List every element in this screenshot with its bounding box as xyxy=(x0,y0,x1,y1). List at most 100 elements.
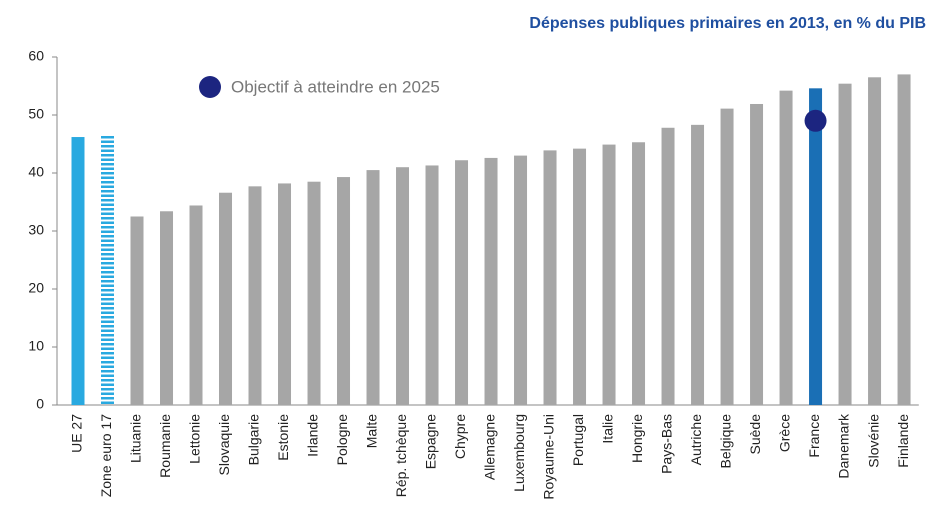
bar-stripe xyxy=(101,320,115,323)
bar-stripe xyxy=(101,370,115,373)
y-tick-label: 50 xyxy=(28,106,44,122)
bar-stripe xyxy=(101,253,115,256)
x-tick-label: Italie xyxy=(600,414,616,444)
bar-stripe xyxy=(101,271,115,274)
bar-stripe xyxy=(101,397,115,400)
bar xyxy=(337,177,351,405)
bar xyxy=(101,136,115,404)
bar-stripe xyxy=(101,257,115,260)
bar xyxy=(632,142,646,405)
bar-stripe xyxy=(101,361,115,364)
bar xyxy=(868,77,882,406)
bar-stripe xyxy=(101,307,115,310)
bar xyxy=(750,103,764,405)
x-tick-label: Danemark xyxy=(836,413,852,479)
x-tick-label: Royaume-Uni xyxy=(541,414,557,500)
x-tick-label: Slovaquie xyxy=(216,414,232,476)
x-tick-label: Estonie xyxy=(275,414,291,461)
bar-stripe xyxy=(101,154,115,157)
bar-stripe xyxy=(101,230,115,233)
bar-stripe xyxy=(101,325,115,328)
bar-stripe xyxy=(101,208,115,211)
bar-stripe xyxy=(101,190,115,193)
bar xyxy=(691,124,705,406)
bar xyxy=(484,157,498,405)
bar-stripe xyxy=(101,181,115,184)
bar xyxy=(160,211,174,405)
legend-text: Objectif à atteindre en 2025 xyxy=(231,77,440,96)
x-tick-label: Hongrie xyxy=(629,414,645,463)
bar xyxy=(455,160,469,405)
bar-stripe xyxy=(101,383,115,386)
bar-stripe xyxy=(101,388,115,391)
y-tick-label: 40 xyxy=(28,164,44,180)
x-tick-label: Luxembourg xyxy=(511,414,527,492)
bar-stripe xyxy=(101,244,115,247)
y-tick-label: 0 xyxy=(36,396,44,412)
x-tick-label: Bulgarie xyxy=(246,414,262,466)
x-tick-label: Autriche xyxy=(688,414,704,466)
x-tick-label: Slovénie xyxy=(865,414,881,468)
y-tick-label: 60 xyxy=(28,48,44,64)
x-tick-label: Espagne xyxy=(423,414,439,469)
bar xyxy=(130,216,144,405)
x-tick-label: Lettonie xyxy=(187,414,203,464)
x-tick-label: Zone euro 17 xyxy=(98,414,114,497)
bar-stripe xyxy=(101,379,115,382)
bar-stripe xyxy=(101,275,115,278)
bar-stripe xyxy=(101,392,115,395)
bar-stripe xyxy=(101,226,115,229)
bar-stripe xyxy=(101,284,115,287)
bar-stripe xyxy=(101,203,115,206)
x-tick-label: Lituanie xyxy=(128,414,144,463)
bar xyxy=(779,90,793,405)
bar-stripe xyxy=(101,149,115,152)
x-tick-label: France xyxy=(806,414,822,458)
x-tick-label: Chypre xyxy=(452,414,468,459)
bar-stripe xyxy=(101,248,115,251)
y-tick-label: 20 xyxy=(28,280,44,296)
bar-stripe xyxy=(101,199,115,202)
bar-stripe xyxy=(101,262,115,265)
bar-stripe xyxy=(101,217,115,220)
bar xyxy=(396,167,410,405)
bar xyxy=(809,88,823,405)
legend-marker xyxy=(199,76,221,98)
bar-stripe xyxy=(101,158,115,161)
x-tick-label: Rép. tchèque xyxy=(393,414,409,497)
bar xyxy=(71,137,85,406)
x-tick-label: Grèce xyxy=(777,414,793,452)
bar xyxy=(838,83,852,406)
bar-stripe xyxy=(101,329,115,332)
bar-stripe xyxy=(101,338,115,341)
x-tick-label: Pologne xyxy=(334,414,350,466)
bar-stripe xyxy=(101,194,115,197)
x-tick-label: Allemagne xyxy=(482,414,498,480)
bar xyxy=(602,144,616,405)
x-tick-label: Suède xyxy=(747,414,763,455)
bar-stripe xyxy=(101,401,115,404)
bar xyxy=(573,148,587,405)
x-tick-label: UE 27 xyxy=(69,414,85,453)
bar-stripe xyxy=(101,185,115,188)
bar xyxy=(543,150,557,405)
bar-stripe xyxy=(101,347,115,350)
target-marker xyxy=(804,109,827,132)
bar-stripe xyxy=(101,239,115,242)
x-tick-label: Belgique xyxy=(718,414,734,469)
bar-stripe xyxy=(101,167,115,170)
bar-stripe xyxy=(101,145,115,148)
bar xyxy=(278,183,292,405)
bar xyxy=(897,74,911,406)
bar xyxy=(661,127,675,405)
x-tick-label: Roumanie xyxy=(157,414,173,478)
bar-stripe xyxy=(101,343,115,346)
bar-stripe xyxy=(101,235,115,238)
bar-stripe xyxy=(101,374,115,377)
bar-stripe xyxy=(101,266,115,269)
bar-stripe xyxy=(101,212,115,215)
x-tick-label: Portugal xyxy=(570,414,586,466)
bar xyxy=(307,181,321,405)
bar-stripe xyxy=(101,172,115,175)
